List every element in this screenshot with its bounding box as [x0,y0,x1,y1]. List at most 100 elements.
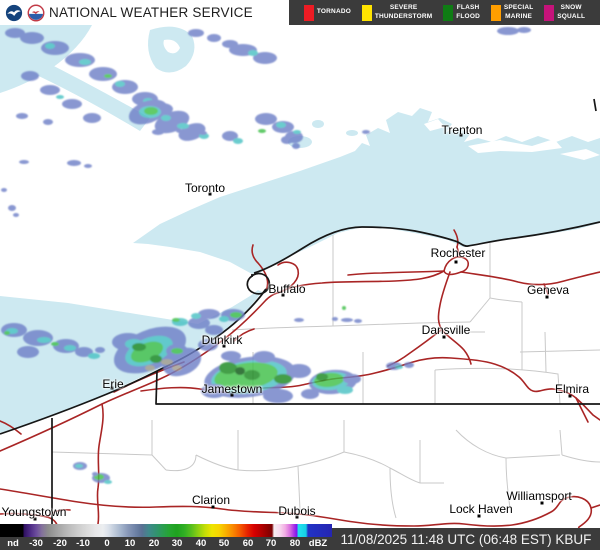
radar-echo [263,389,293,403]
radar-echo [1,188,7,192]
legend-label: FLASH FLOOD [456,4,480,20]
radar-echo [8,205,16,211]
radar-echo [56,95,64,99]
radar-echo [281,136,293,144]
radar-echo [332,317,338,321]
road-path [437,271,472,365]
scale-tick: 60 [242,538,254,549]
radar-echo [191,313,201,319]
county-line [151,454,167,471]
road-path [347,270,445,276]
radar-echo [301,389,319,399]
radar-echo [343,374,361,384]
timestamp-text: 11/08/2025 11:48 UTC (06:48 EST) KBUF [340,531,592,547]
radar-echo [292,143,300,149]
legend-item: SPECIAL MARINE [490,4,534,21]
county-line [231,325,334,331]
scale-tick: 40 [195,538,207,549]
radar-echo [342,306,346,310]
county-line [544,331,547,373]
radar-echo [88,353,100,359]
legend-label: SEVERE THUNDERSTORM [374,4,433,20]
city-dot [545,295,549,299]
radar-echo [274,374,292,384]
county-line [389,467,397,519]
water-shape [28,58,150,131]
road-path [590,504,600,509]
radar-echo [104,480,112,484]
scale-tick: 70 [265,538,277,549]
radar-echo [176,129,184,133]
county-line [332,321,471,327]
scale-tick: 80 [289,538,301,549]
water-shape [312,120,324,128]
radar-echo [95,347,105,353]
city-dot [442,335,446,339]
legend-item: TORNADO [303,4,351,21]
border-line [593,98,597,112]
radar-echo [92,472,98,476]
radar-echo [287,364,311,378]
legend-swatch [361,4,372,21]
county-line [237,451,345,472]
county-line [343,451,421,484]
island-shape [163,39,180,54]
county-line [505,454,561,459]
legend-item: SNOW SQUALL [544,4,585,21]
legend-label: SPECIAL MARINE [503,4,534,20]
county-line [455,429,507,459]
road-path [443,256,470,276]
city-dot [33,517,37,521]
county-line [434,367,561,405]
city-dot [477,514,481,518]
scale-tick: 10 [124,538,136,549]
radar-echo [19,160,29,164]
radar-echo [207,34,221,42]
radar-echo [354,319,362,323]
radar-echo [177,123,189,129]
radar-echo [255,113,277,125]
border-line [253,221,600,274]
radar-echo [150,355,162,363]
city-dot [295,515,299,519]
border-line [155,370,600,405]
radar-echo [341,318,353,322]
radar-echo [253,351,275,363]
radar-echo [20,32,44,44]
road-path [233,328,255,342]
brand: NATIONAL WEATHER SERVICE [0,0,289,25]
legend-label: TORNADO [316,8,351,16]
radar-echo [62,99,82,109]
radar-echo [188,29,204,37]
radar-echo-layer [1,27,531,484]
legend-swatch [490,4,501,21]
scale-tick: 0 [104,538,110,549]
legend-swatch [443,4,454,21]
county-line [561,454,600,463]
county-line [297,465,301,511]
radar-echo [172,318,180,322]
brand-title: NATIONAL WEATHER SERVICE [49,5,253,20]
road-path [0,488,593,537]
county-line [519,349,600,353]
county-line [51,451,153,456]
radar-echo [199,131,207,135]
radar-echo [395,365,403,369]
road-path [46,508,71,518]
road-path [0,420,22,435]
radar-echo [219,362,237,374]
scale-tick: -30 [29,538,43,549]
radar-echo [517,27,531,33]
radar-echo [222,131,238,141]
radar-echo [198,339,218,351]
city-dot [281,293,285,297]
radar-viewport[interactable]: Trenton Toronto Rochester Geneva Buffalo Dans… [0,25,600,550]
road-path [543,283,549,295]
radar-echo [244,370,260,380]
island-shape [468,139,562,153]
city-dot [208,192,212,196]
radar-echo [235,367,245,375]
legend-swatch [303,4,314,21]
